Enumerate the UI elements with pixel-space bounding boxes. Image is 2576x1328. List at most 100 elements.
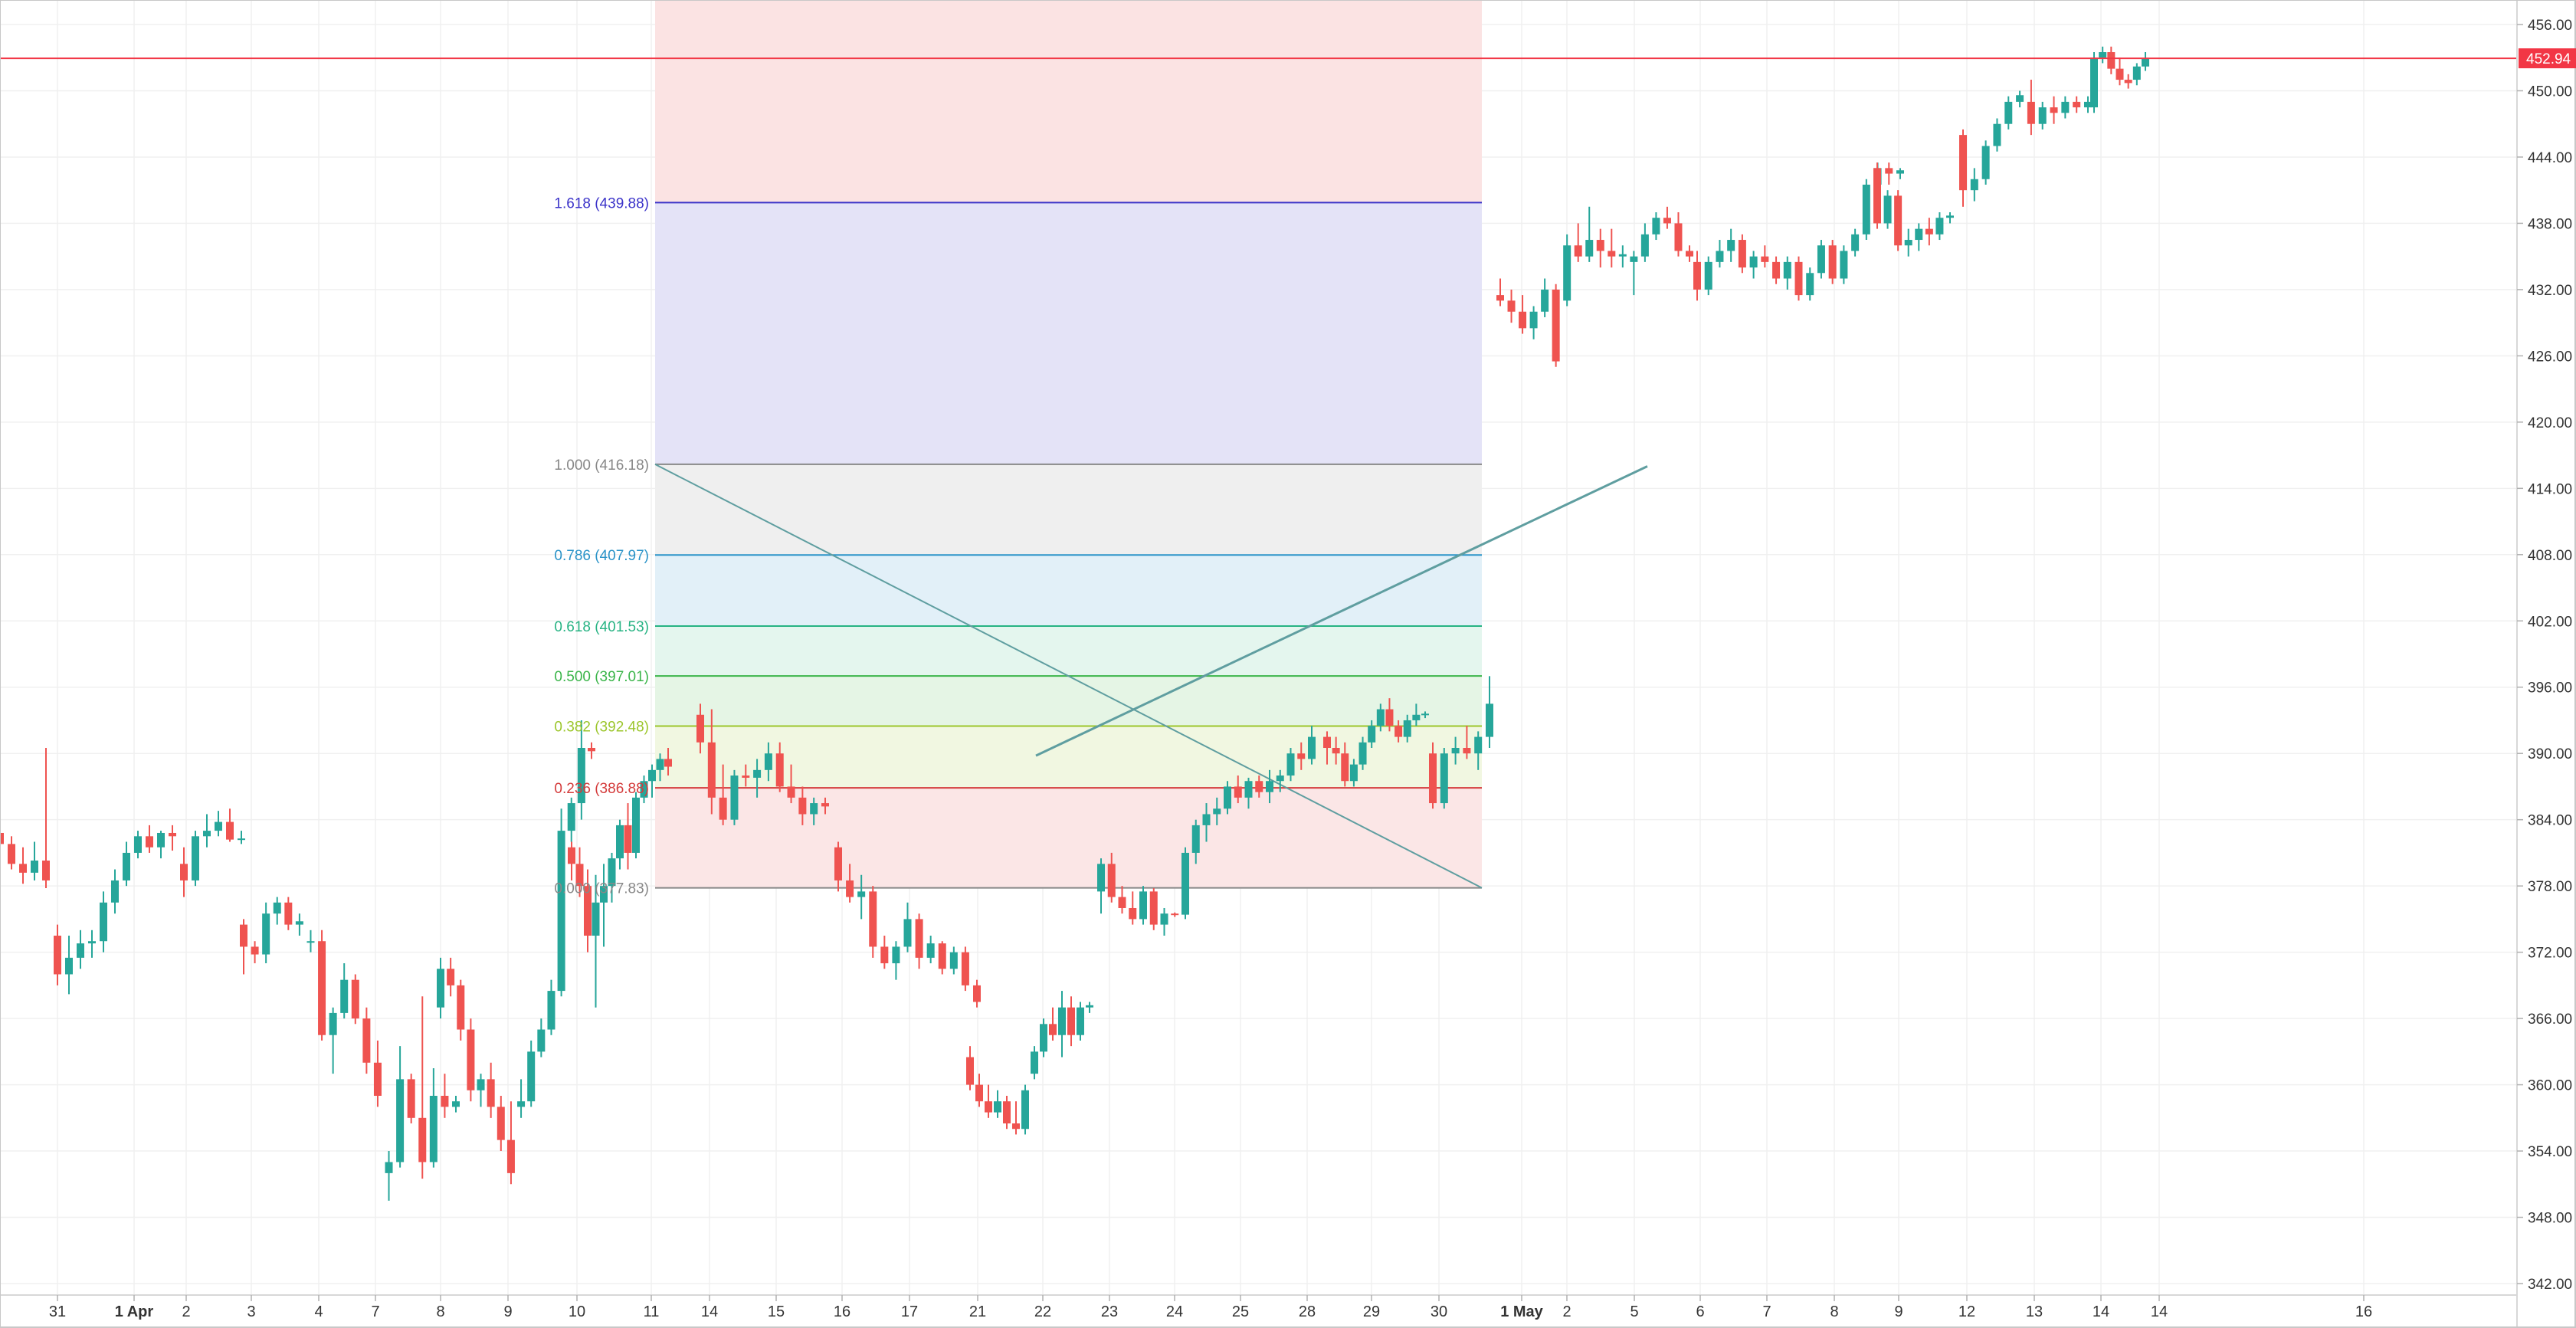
candle-body bbox=[1323, 736, 1331, 749]
candle-body bbox=[764, 753, 772, 770]
candle-body bbox=[880, 946, 889, 964]
candle bbox=[65, 936, 73, 995]
candle bbox=[1474, 731, 1483, 770]
candle bbox=[537, 1018, 546, 1057]
y-tick-label: 432.00 bbox=[2528, 283, 2572, 299]
candle-body bbox=[180, 864, 188, 880]
fib-zone bbox=[655, 555, 1482, 627]
candle bbox=[2084, 96, 2092, 113]
candle bbox=[396, 1046, 405, 1168]
candle bbox=[1191, 819, 1200, 864]
candle bbox=[575, 847, 584, 897]
candle-body bbox=[730, 775, 739, 820]
candle-body bbox=[1451, 748, 1460, 754]
candle-body bbox=[2132, 66, 2141, 80]
candle bbox=[226, 808, 234, 842]
x-tick-label: 9 bbox=[503, 1303, 512, 1320]
candle-body bbox=[1139, 891, 1147, 920]
candle-body bbox=[1021, 1090, 1029, 1130]
candle-body bbox=[157, 832, 165, 848]
candle bbox=[1129, 891, 1137, 925]
candle bbox=[1171, 912, 1179, 917]
candle-body bbox=[567, 803, 575, 831]
candle bbox=[1160, 907, 1168, 936]
y-tick-label: 372.00 bbox=[2528, 946, 2572, 962]
candle-body bbox=[1395, 726, 1403, 737]
candle bbox=[1003, 1095, 1011, 1130]
candle bbox=[1097, 858, 1105, 914]
candle bbox=[1806, 267, 1814, 301]
candle-body bbox=[19, 864, 27, 873]
candle-body bbox=[192, 836, 199, 880]
candle-body bbox=[1012, 1123, 1020, 1130]
candle-body bbox=[1463, 748, 1471, 754]
trend-line-up[interactable] bbox=[1035, 465, 1648, 757]
candle-body bbox=[707, 742, 716, 798]
candle-body bbox=[1308, 736, 1316, 759]
candle-body bbox=[1563, 245, 1571, 301]
candle bbox=[1716, 240, 1724, 268]
candle-body bbox=[1077, 1007, 1084, 1035]
x-tick-label: 12 bbox=[1958, 1303, 1975, 1320]
candle-body bbox=[575, 864, 584, 887]
candle bbox=[1107, 852, 1116, 903]
candle-body bbox=[111, 880, 119, 903]
candle-body bbox=[1608, 251, 1616, 257]
x-tick-label: 31 bbox=[49, 1303, 66, 1320]
candle-body bbox=[1686, 251, 1693, 257]
candle-body bbox=[1149, 891, 1158, 925]
last-price-label: 452.94 bbox=[2526, 51, 2571, 67]
candle-body bbox=[2061, 101, 2070, 113]
candle bbox=[1840, 245, 1848, 284]
candle bbox=[1640, 223, 1649, 262]
candle bbox=[1862, 179, 1870, 241]
trend-line-down[interactable] bbox=[654, 464, 1483, 889]
candle bbox=[1376, 703, 1385, 732]
candle-body bbox=[1429, 753, 1437, 804]
candle-body bbox=[1376, 709, 1385, 726]
candle-body bbox=[1097, 864, 1105, 892]
x-tick-label: 7 bbox=[1762, 1303, 1771, 1320]
candle-body bbox=[742, 775, 750, 778]
candle-body bbox=[1970, 179, 1978, 191]
candle bbox=[1749, 251, 1758, 279]
candle bbox=[318, 930, 326, 1041]
trend-lines[interactable] bbox=[654, 464, 1648, 889]
x-tick-label: 9 bbox=[1894, 1303, 1903, 1320]
candle bbox=[506, 1101, 515, 1185]
candle bbox=[373, 1040, 382, 1107]
fib-level-label: 0.500 (397.01) bbox=[554, 669, 649, 685]
candle bbox=[418, 996, 427, 1179]
candle-body bbox=[1332, 748, 1340, 754]
candle bbox=[1935, 212, 1944, 241]
candle-body bbox=[295, 921, 303, 925]
candle bbox=[1118, 886, 1126, 914]
candle bbox=[429, 1067, 438, 1168]
candle bbox=[169, 825, 176, 851]
x-tick-label: 16 bbox=[2355, 1303, 2372, 1320]
candle bbox=[1496, 278, 1504, 307]
candle-body bbox=[251, 946, 259, 955]
candle bbox=[1349, 759, 1358, 787]
candle-body bbox=[2142, 58, 2149, 67]
candle bbox=[567, 797, 575, 842]
candle bbox=[0, 825, 4, 851]
candle-body bbox=[329, 1012, 337, 1035]
candle-body bbox=[1749, 256, 1758, 268]
x-tick-label: 2 bbox=[1562, 1303, 1571, 1320]
candle bbox=[557, 808, 565, 997]
candle bbox=[273, 897, 281, 925]
candle-body bbox=[1541, 289, 1549, 312]
candle bbox=[1149, 888, 1158, 930]
candle bbox=[306, 930, 315, 953]
candle-body bbox=[1058, 1007, 1066, 1035]
candle bbox=[238, 831, 245, 844]
candle bbox=[2107, 46, 2116, 74]
candle-body bbox=[452, 1101, 460, 1107]
candle-body bbox=[146, 836, 153, 848]
candle bbox=[2038, 101, 2047, 130]
candle bbox=[1067, 996, 1075, 1047]
candle bbox=[1486, 676, 1493, 749]
